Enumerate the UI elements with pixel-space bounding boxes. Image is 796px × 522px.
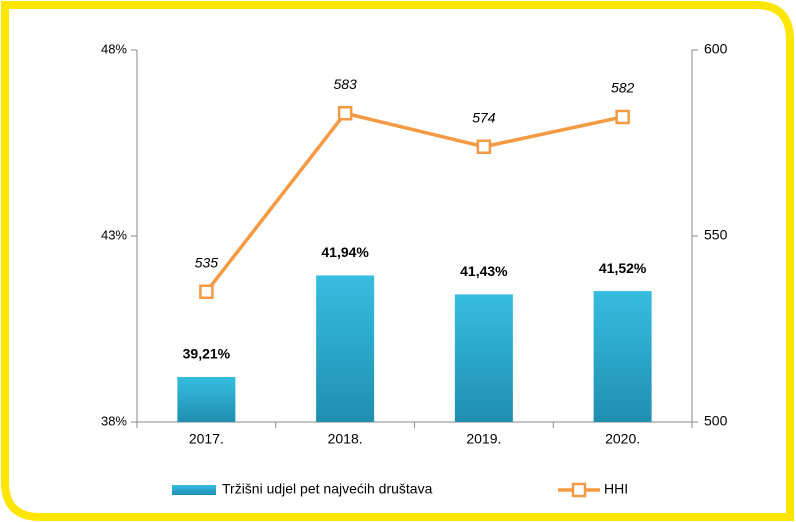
bar [316, 275, 375, 422]
y2-tick-label: 600 [704, 41, 728, 57]
y2-tick-label: 550 [704, 227, 728, 243]
line-value-label: 583 [333, 76, 357, 92]
x-tick-label: 2018. [328, 431, 363, 447]
line-marker [199, 284, 214, 300]
line-marker [615, 109, 630, 125]
bar [593, 291, 652, 422]
x-tick-label: 2019. [466, 431, 501, 447]
legend-label: Tržišni udjel pet najvećih društava [222, 481, 433, 497]
bar-value-label: 41,94% [321, 244, 369, 260]
line-value-label: 535 [195, 255, 219, 271]
x-tick-label: 2017. [189, 431, 224, 447]
line-value-label: 574 [472, 109, 496, 125]
y-tick-label: 48% [101, 41, 127, 56]
y2-tick-label: 500 [704, 413, 728, 429]
line-marker [337, 105, 353, 121]
y-tick-label: 38% [101, 413, 127, 428]
x-tick-label: 2020. [605, 431, 640, 447]
bar-value-label: 41,52% [599, 260, 647, 276]
line-marker [476, 139, 492, 154]
line [204, 111, 623, 293]
legend-label: HHI [604, 481, 628, 497]
bar [177, 376, 236, 422]
line-value-label: 582 [611, 80, 635, 96]
bar-value-label: 39,21% [183, 346, 231, 362]
bar-value-label: 41,43% [460, 263, 508, 279]
y-tick-label: 43% [101, 227, 127, 242]
legend-swatch [172, 485, 216, 495]
legend-marker [571, 482, 587, 498]
bar [454, 294, 513, 422]
